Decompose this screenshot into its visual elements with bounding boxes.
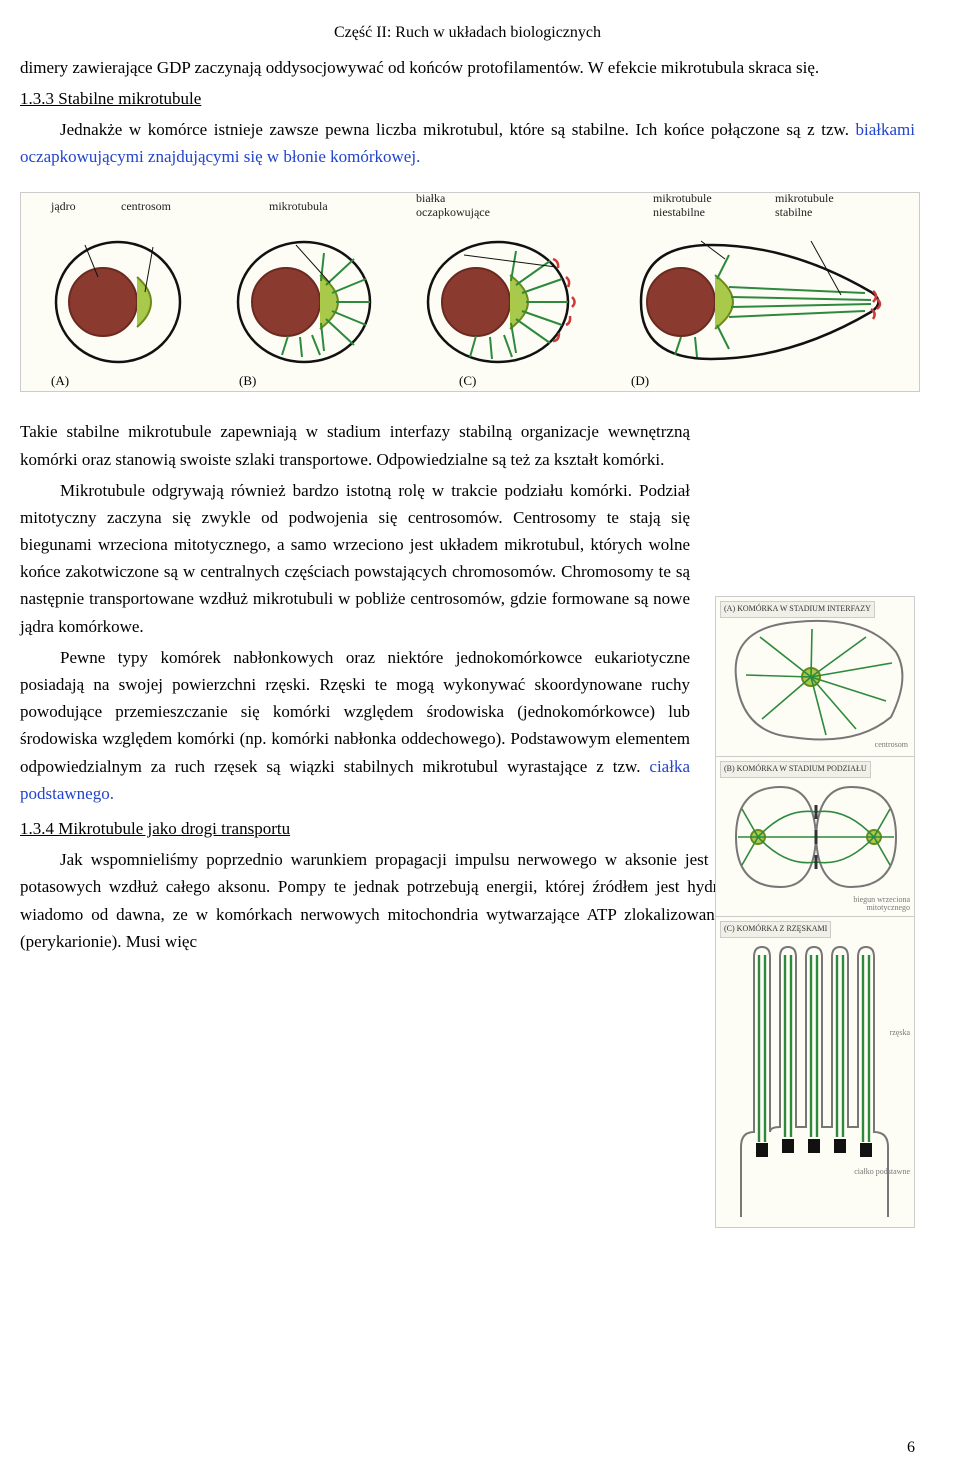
fig1-panel-b-svg — [226, 237, 386, 367]
fig1-letter-d: (D) — [631, 371, 649, 392]
body-p3: Pewne typy komórek nabłonkowych oraz nie… — [20, 644, 690, 807]
fig1-label-mikrotubula: mikrotubula — [269, 197, 328, 216]
fig2-c-cialko: ciałko podstawne — [854, 1166, 910, 1179]
fig1-label-jadro: jądro — [51, 197, 76, 216]
fig1-label-niestabilne: mikrotubule niestabilne — [653, 192, 712, 218]
fig2-c-rzeska: rzęska — [890, 1027, 910, 1040]
fig2-c-label: (C) KOMÓRKA Z RZĘSKAMI — [720, 921, 831, 938]
fig1-label-bialka: białka oczapkowujące — [416, 192, 490, 218]
fig1-label-centrosom: centrosom — [121, 197, 171, 216]
fig1-label-stabilne: mikrotubule stabilne — [775, 192, 834, 218]
fig2-b-biegun: biegun wrzeciona mitotycznego — [853, 896, 910, 912]
body-p3a: Pewne typy komórek nabłonkowych oraz nie… — [20, 648, 690, 776]
sec-134-num: 1.3.4 Mikrotubule jako drogi transportu — [20, 819, 290, 838]
fig2-b-label: (B) KOMÓRKA W STADIUM PODZIAŁU — [720, 761, 871, 778]
fig1-letter-c: (C) — [459, 371, 476, 392]
fig1-panel-a-svg — [43, 237, 193, 367]
fig2-a-svg — [716, 597, 916, 757]
sec-133-num: 1.3.3 Stabilne mikrotubule — [20, 89, 201, 108]
body-p2: Mikrotubule odgrywają również bardzo ist… — [20, 477, 690, 640]
fig2-c-svg — [716, 917, 916, 1227]
body-wrap-block: Takie stabilne mikrotubule zapewniają w … — [20, 418, 690, 807]
fig1-panel-d-svg — [621, 237, 891, 367]
page-number: 6 — [907, 1435, 915, 1461]
fig2-a-label: (A) KOMÓRKA W STADIUM INTERFAZY — [720, 601, 875, 618]
page-header: Część II: Ruch w układach biologicznych — [20, 20, 915, 46]
figure-2: (A) KOMÓRKA W STADIUM INTERFAZY centroso… — [715, 596, 915, 1228]
intro-p1: dimery zawierające GDP zaczynają oddysoc… — [20, 54, 915, 81]
sec-133-heading: 1.3.3 Stabilne mikrotubule — [20, 85, 915, 112]
fig1-letter-a: (A) — [51, 371, 69, 392]
figure-1: jądro centrosom mikrotubula białka oczap… — [20, 192, 920, 392]
body-p1: Takie stabilne mikrotubule zapewniają w … — [20, 418, 690, 472]
sec-133-p1a: Jednakże w komórce istnieje zawsze pewna… — [60, 120, 856, 139]
fig2-a-centrosom: centrosom — [875, 739, 908, 752]
sec-133-p1: Jednakże w komórce istnieje zawsze pewna… — [20, 116, 915, 170]
fig2-b-svg — [716, 757, 916, 917]
fig1-letter-b: (B) — [239, 371, 256, 392]
fig1-panel-c-svg — [416, 237, 586, 367]
